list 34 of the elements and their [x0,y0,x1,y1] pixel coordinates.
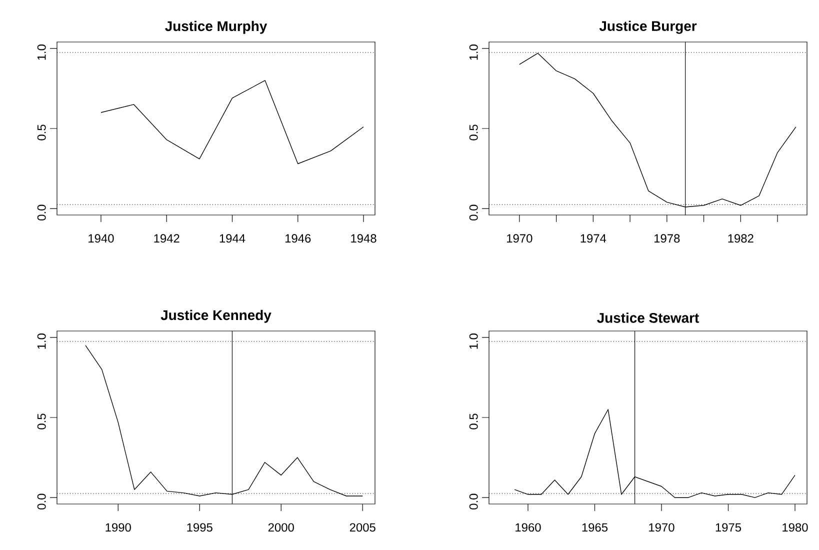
chart-title: Justice Burger [599,20,697,34]
y-tick-label: 0.5 [469,124,478,140]
x-tick-label: 1942 [154,234,180,243]
x-tick-label: 2000 [268,523,294,532]
x-tick-label: 1975 [716,523,742,532]
x-tick-label: 1980 [782,523,808,532]
x-tick-label: 1948 [351,234,376,243]
chart-title: Justice Murphy [165,20,268,34]
x-tick-label: 1995 [187,523,212,532]
x-tick-label: 1944 [220,234,246,243]
y-tick-label: 0.0 [37,204,46,220]
y-tick-label: 1.0 [37,44,46,60]
x-tick-label: 2005 [350,523,376,532]
chart-title: Justice Stewart [597,312,699,323]
y-tick-label: 1.0 [469,334,478,349]
y-tick-label: 1.0 [37,334,46,349]
x-tick-label: 1990 [106,523,131,532]
x-tick-label: 1982 [728,234,754,243]
y-tick-label: 0.5 [469,414,478,430]
y-tick-label: 1.0 [469,44,478,60]
x-tick-label: 1940 [88,234,114,243]
x-tick-label: 1960 [516,523,541,532]
y-tick-label: 0.0 [469,494,478,510]
x-tick-label: 1970 [507,234,532,243]
y-tick-label: 0.5 [37,414,46,430]
y-tick-label: 0.0 [469,204,478,220]
y-tick-label: 0.0 [37,494,46,510]
x-tick-label: 1965 [582,523,608,532]
chart-title: Justice Kennedy [160,310,272,323]
x-tick-label: 1974 [580,234,606,243]
x-tick-label: 1970 [649,523,674,532]
y-tick-label: 0.5 [37,124,46,140]
x-tick-label: 1946 [285,234,311,243]
x-tick-label: 1978 [654,234,680,243]
